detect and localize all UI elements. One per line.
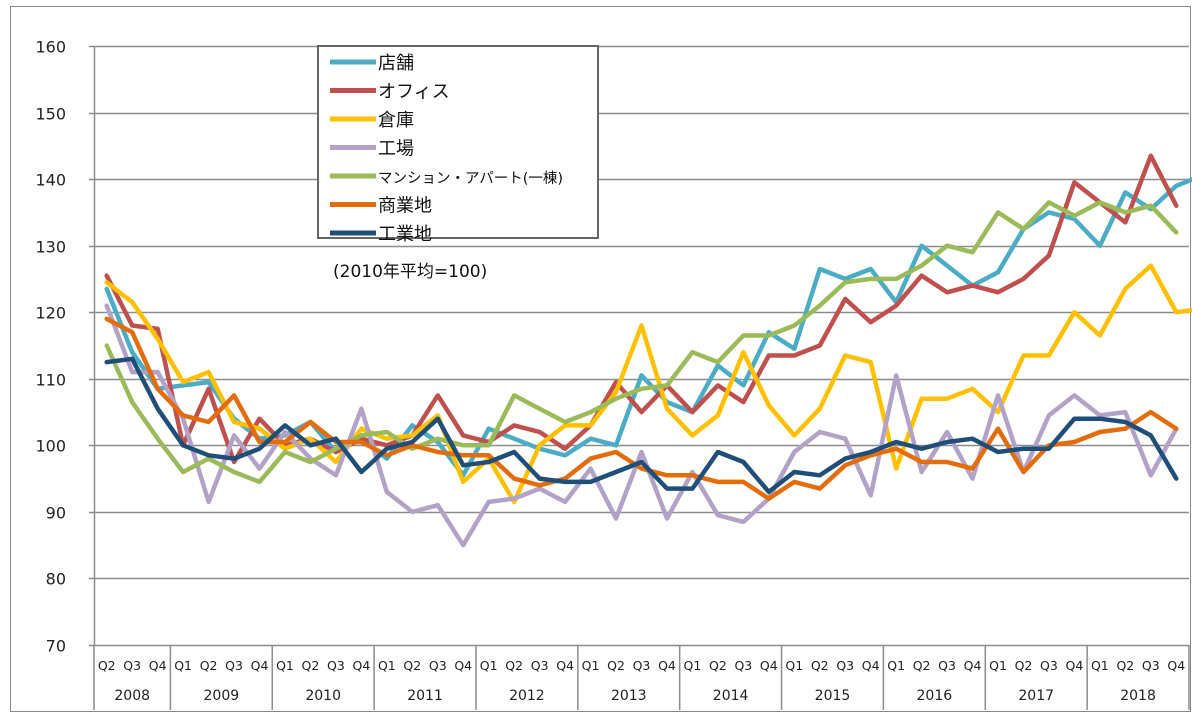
legend-label: 倉庫 (378, 110, 414, 131)
x-tick-label: Q3 (836, 658, 854, 673)
x-tick-label: Q1 (785, 658, 803, 673)
y-tick-label: 110 (35, 371, 66, 390)
x-tick-label: Q4 (556, 658, 574, 673)
x-tick-label: Q3 (225, 658, 243, 673)
x-year-label: 2010 (305, 688, 341, 704)
x-year-label: 2016 (917, 688, 953, 704)
series-line (104, 153, 1179, 465)
legend-label: 店舗 (378, 53, 414, 74)
legend-label: 工業地 (378, 224, 432, 245)
x-tick-label: Q2 (302, 658, 320, 673)
x-tick-label: Q4 (862, 658, 880, 673)
x-tick-label: Q1 (276, 658, 294, 673)
x-tick-label: Q1 (684, 658, 702, 673)
legend-label: 商業地 (378, 196, 432, 217)
x-tick-label: Q2 (1015, 658, 1033, 673)
x-tick-label: Q4 (1167, 658, 1185, 673)
x-tick-label: Q4 (658, 658, 676, 673)
series-line (104, 356, 1179, 495)
x-tick-label: Q1 (887, 658, 905, 673)
y-tick-label: 100 (35, 437, 66, 456)
x-tick-label: Q3 (938, 658, 956, 673)
legend-label: 工場 (378, 139, 414, 160)
x-tick-label: Q4 (352, 658, 370, 673)
x-year-label: 2011 (407, 688, 443, 704)
y-tick-label: 130 (35, 238, 66, 257)
legend-box (317, 45, 599, 239)
x-tick-label: Q2 (1116, 658, 1134, 673)
x-tick-label: Q3 (429, 658, 447, 673)
x-year-label: 2017 (1018, 688, 1054, 704)
x-tick-label: Q1 (989, 658, 1007, 673)
series-line (104, 316, 1179, 501)
x-tick-label: Q1 (378, 658, 396, 673)
x-tick-label: Q3 (531, 658, 549, 673)
x-tick-label: Q2 (811, 658, 829, 673)
legend-label: オフィス (378, 82, 450, 103)
x-tick-label: Q3 (1142, 658, 1160, 673)
x-tick-label: Q4 (454, 658, 472, 673)
x-tick-label: Q2 (607, 658, 625, 673)
x-year-label: 2009 (204, 688, 240, 704)
y-tick-label: 150 (35, 105, 66, 124)
y-tick-label: 160 (35, 38, 66, 57)
series-line (104, 200, 1179, 485)
y-tick-label: 120 (35, 304, 66, 323)
x-tick-label: Q1 (582, 658, 600, 673)
chart-area-border (10, 6, 1191, 712)
y-axis-labels: 70 80 90 100 110 120 130 140 150 160 (35, 38, 66, 656)
x-tick-label: Q1 (480, 658, 498, 673)
series-lines (104, 153, 1192, 548)
x-tick-label: Q1 (174, 658, 192, 673)
x-tick-label: Q2 (913, 658, 931, 673)
x-year-label: 2018 (1120, 688, 1156, 704)
x-tick-label: Q4 (149, 658, 167, 673)
x-tick-label: Q3 (633, 658, 651, 673)
y-tick-label: 80 (46, 570, 66, 589)
x-year-label: 2008 (114, 688, 150, 704)
x-tick-label: Q3 (1040, 658, 1058, 673)
x-tick-label: Q4 (251, 658, 269, 673)
series-line (104, 303, 1179, 548)
x-tick-label: Q4 (964, 658, 982, 673)
y-tick-label: 140 (35, 171, 66, 190)
x-tick-label: Q2 (709, 658, 727, 673)
x-tick-label: Q4 (760, 658, 778, 673)
x-tick-label: Q2 (403, 658, 421, 673)
y-tick-label: 90 (46, 504, 66, 523)
x-axis-labels: Q2 Q3 Q4 Q1 Q2 Q3 Q4 Q1 Q2 Q3 Q4 Q1 Q2 Q3 Q4 Q1 Q2 Q3 Q4 Q1… (93, 645, 1190, 710)
x-tick-label: Q2 (505, 658, 523, 673)
x-tick-label: Q2 (98, 658, 116, 673)
x-tick-label: Q4 (1066, 658, 1084, 673)
x-tick-label: Q3 (734, 658, 752, 673)
x-year-label: 2015 (815, 688, 851, 704)
x-tick-label: Q2 (200, 658, 218, 673)
x-year-label: 2013 (611, 688, 647, 704)
x-tick-label: Q3 (327, 658, 345, 673)
series-line (104, 263, 1192, 505)
base-note: (2010年平均=100) (333, 262, 487, 282)
x-year-label: 2012 (509, 688, 545, 704)
legend-label: マンション・アパート(一棟) (378, 170, 563, 187)
y-tick-label: 70 (46, 637, 66, 656)
x-year-label: 2014 (713, 688, 749, 704)
x-tick-label: Q3 (123, 658, 141, 673)
x-tick-label: Q1 (1091, 658, 1109, 673)
